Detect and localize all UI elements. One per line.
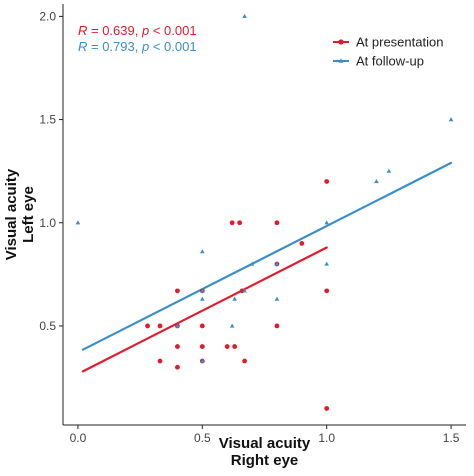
follow-up-point [75, 220, 81, 225]
presentation-point [274, 323, 280, 329]
presentation-point [299, 240, 305, 246]
legend-triangle-marker [338, 58, 344, 63]
presentation-point [242, 358, 247, 364]
follow-up-point [274, 261, 280, 266]
presentation-point [324, 288, 330, 294]
correlation-text-part: p [141, 23, 149, 38]
follow-up-point [200, 249, 205, 254]
x-tick-label: 1.0 [318, 431, 335, 445]
y-axis-title: Visual acuity [3, 168, 20, 260]
follow-up-point [200, 358, 205, 363]
legend-label: At follow-up [356, 54, 424, 69]
presentation-point [157, 358, 163, 364]
presentation-point [175, 344, 180, 349]
fit-lines-group [81, 161, 453, 373]
fit-line-presentation [81, 246, 328, 373]
x-axis-title: Right eye [231, 452, 299, 469]
y-tick-label: 0.5 [39, 319, 56, 333]
legend-circle-marker [338, 39, 344, 45]
follow-up-point [324, 261, 329, 266]
legend-label: At presentation [356, 35, 443, 50]
y-tick-label: 1.5 [39, 113, 56, 127]
x-tick-label: 0.0 [70, 431, 87, 445]
follow-up-point [324, 220, 329, 225]
x-tick-label: 0.5 [194, 431, 211, 445]
follow-up-point [242, 13, 247, 19]
correlation-text: R = 0.639, p < 0.001 [78, 23, 197, 38]
x-axis-title: Visual acuity [219, 435, 311, 452]
follow-up-point [386, 168, 392, 173]
presentation-point [175, 364, 180, 370]
follow-up-point [229, 323, 235, 328]
y-tick-label: 1.0 [39, 216, 56, 230]
presentation-point [145, 323, 150, 329]
fit-line-follow-up [81, 161, 453, 351]
y-axis-title: Left eye [20, 186, 37, 243]
correlation-text: R = 0.793, p < 0.001 [78, 39, 197, 54]
axes-group: 0.0 0.5 1.0 1.5 0.5 1.0 1.5 2.0 [39, 4, 466, 445]
presentation-point [199, 323, 205, 329]
follow-up-point [200, 296, 205, 301]
correlation-text-part: = 0.793, [87, 39, 142, 54]
follow-up-point [374, 179, 379, 184]
y-tick-label: 2.0 [39, 9, 56, 23]
follow-up-point [249, 261, 255, 266]
follow-up-point [242, 288, 247, 293]
follow-up-point [448, 117, 454, 122]
legend: At presentation At follow-up [333, 35, 443, 69]
follow-up-point [200, 288, 205, 293]
data-points-group [75, 13, 454, 411]
presentation-point [157, 323, 163, 329]
follow-up-point [232, 296, 237, 301]
follow-up-point [274, 296, 280, 301]
presentation-point [224, 344, 230, 349]
correlation-text-part: < 0.001 [149, 23, 196, 38]
presentation-point [324, 179, 330, 184]
correlation-text-part: < 0.001 [149, 39, 196, 54]
correlation-text-part: = 0.639, [87, 23, 142, 38]
x-tick-label: 1.5 [443, 431, 460, 445]
presentation-point [229, 220, 235, 226]
presentation-point [199, 344, 205, 349]
presentation-point [232, 344, 238, 349]
presentation-point [274, 220, 280, 226]
correlation-text-part: R [78, 39, 87, 54]
correlation-text-part: p [141, 39, 149, 54]
follow-up-point [175, 323, 180, 328]
presentation-point [324, 406, 330, 411]
correlation-text-part: R [78, 23, 87, 38]
presentation-point [237, 220, 243, 226]
presentation-point [175, 288, 180, 294]
